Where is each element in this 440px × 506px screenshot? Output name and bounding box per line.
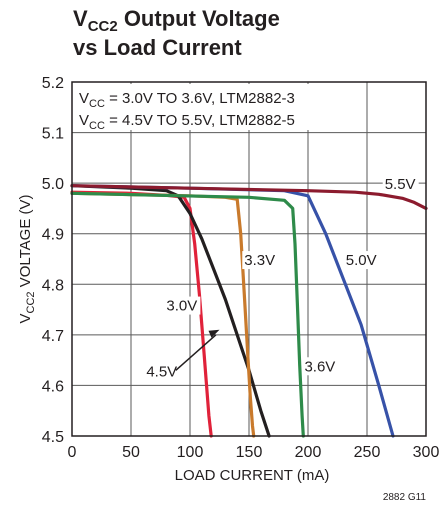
legend-entry: VCC = 4.5V TO 5.5V, LTM2882-5 — [79, 112, 295, 132]
y-tick-label: 4.8 — [42, 277, 64, 294]
y-tick-label: 4.6 — [42, 378, 64, 395]
series-label: 3.0V — [166, 298, 197, 315]
chart-title-line1: VCC2 Output Voltage — [73, 6, 280, 35]
series-line-3-6V — [70, 191, 305, 438]
series-line-4-5V — [70, 184, 271, 438]
y-tick-label: 5.0 — [42, 176, 64, 193]
x-tick-label: 250 — [354, 444, 381, 461]
y-tick-label: 4.7 — [42, 328, 64, 345]
x-tick-label: 150 — [236, 444, 263, 461]
series-label-bg — [343, 251, 380, 270]
series-line-5-5V — [70, 184, 428, 210]
chart-title-line2: vs Load Current — [73, 35, 242, 60]
x-tick-label: 300 — [413, 444, 440, 461]
series-line-3-3V — [70, 191, 256, 438]
figure-code: 2882 G11 — [383, 492, 427, 503]
legend-box — [74, 84, 314, 130]
y-tick-label: 5.2 — [42, 75, 64, 92]
x-tick-label: 50 — [122, 444, 140, 461]
y-tick-label: 4.5 — [42, 429, 64, 446]
plot-frame — [71, 81, 427, 437]
series-label: 3.6V — [304, 358, 335, 375]
x-tick-label: 200 — [295, 444, 322, 461]
legend-entry: VCC = 3.0V TO 3.6V, LTM2882-3 — [79, 90, 295, 110]
series-label-bg — [302, 357, 339, 376]
annotation-arrow-line — [175, 334, 217, 371]
chart-title: VCC2 Output Voltage vs Load Current — [73, 6, 280, 61]
x-axis-label: LOAD CURRENT (mA) — [175, 467, 330, 484]
annotation-arrow-head — [208, 329, 220, 338]
x-tick-label: 100 — [177, 444, 204, 461]
series-label-bg — [382, 175, 419, 194]
series-label: 5.0V — [346, 252, 377, 269]
series-label-bg — [242, 251, 279, 270]
series-label-bg — [144, 362, 181, 381]
series-label-bg — [164, 296, 201, 315]
series-label: 5.5V — [385, 176, 416, 193]
series-label: 4.5V — [146, 363, 177, 380]
x-tick-label: 0 — [68, 444, 77, 461]
series-label: 3.3V — [244, 252, 275, 269]
y-tick-label: 5.1 — [42, 126, 64, 143]
y-tick-label: 4.9 — [42, 227, 64, 244]
y-axis-label: VCC2 VOLTAGE (V) — [17, 195, 37, 324]
series-line-5-0V — [70, 184, 395, 438]
